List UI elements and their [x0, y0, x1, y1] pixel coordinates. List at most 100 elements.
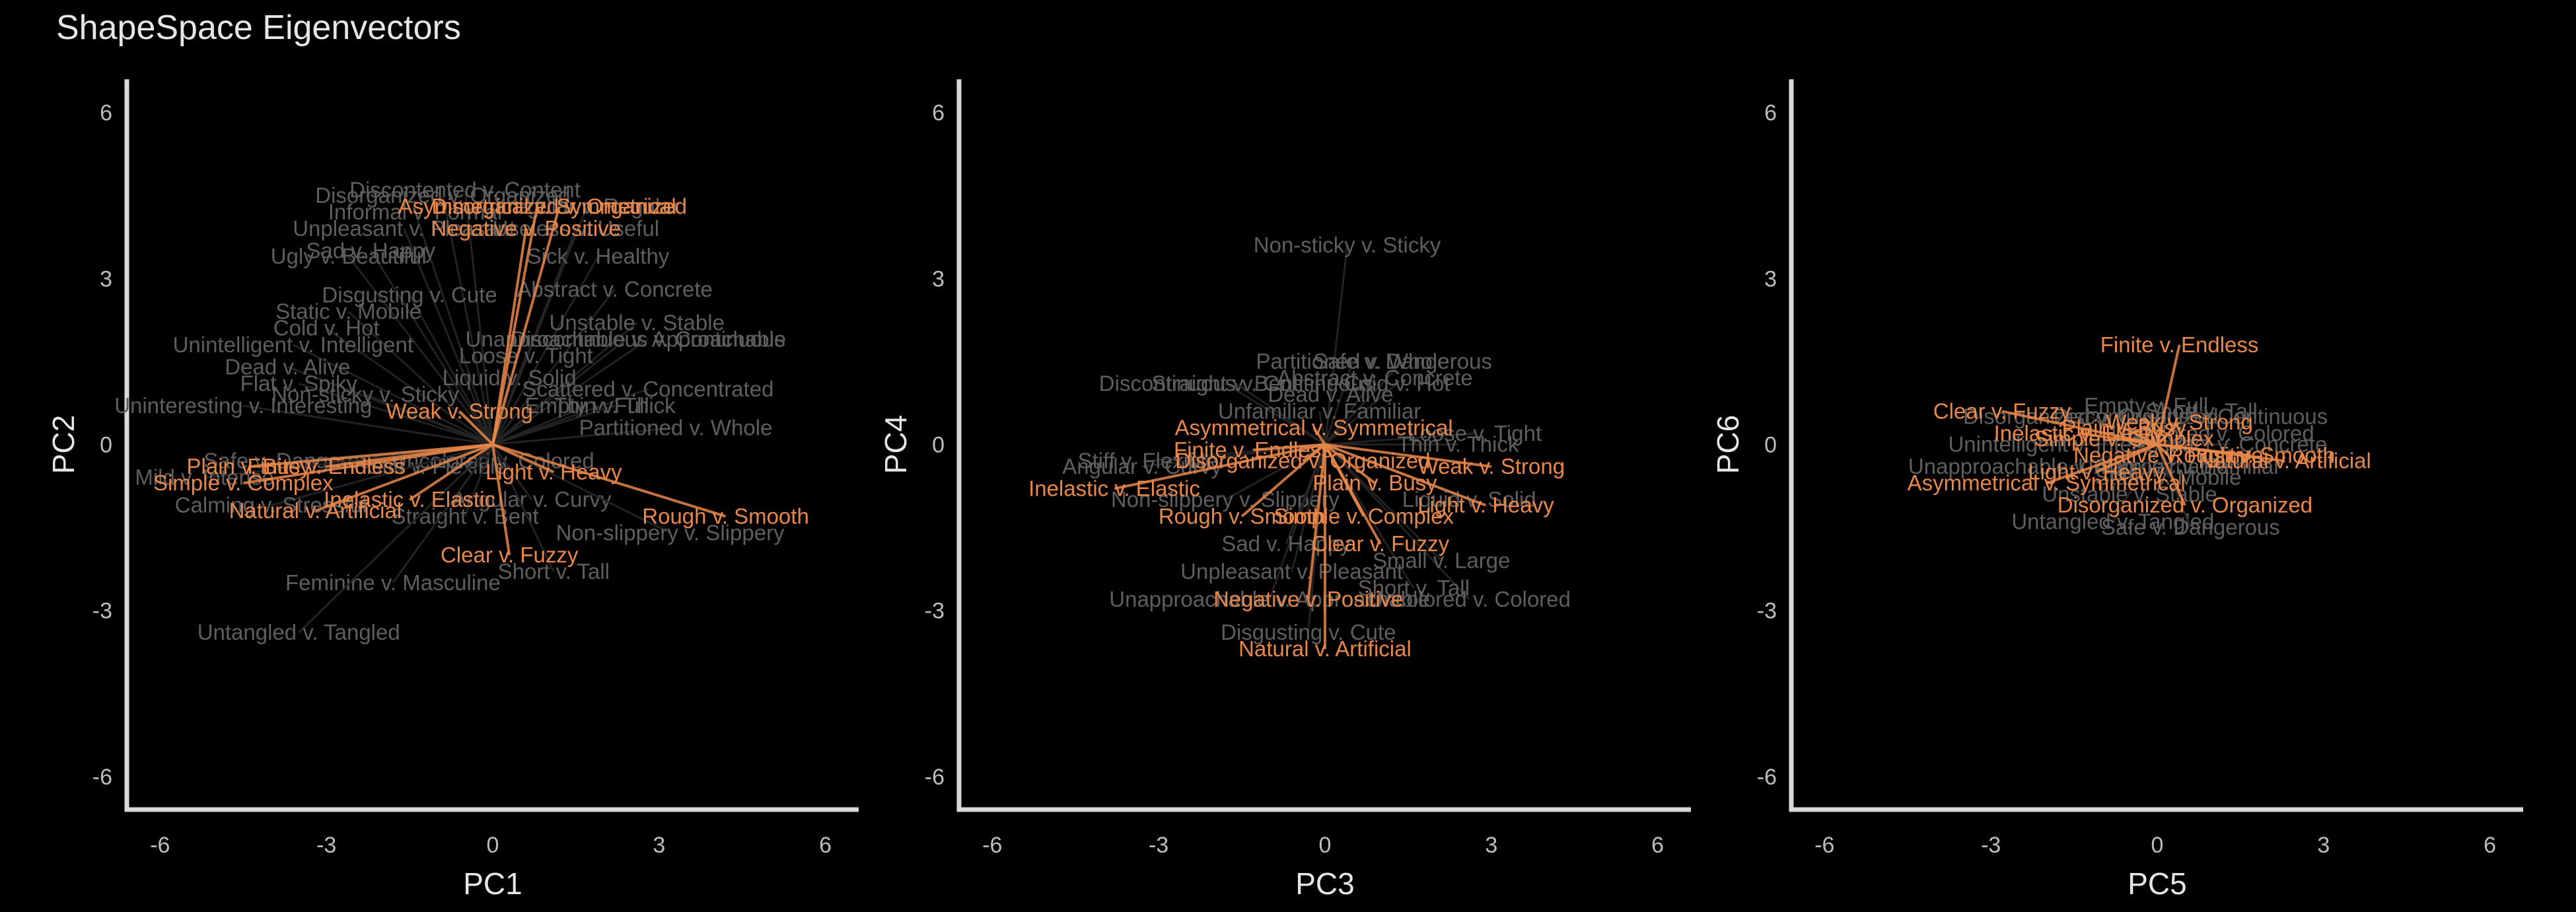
vector-straight-v-bent: [464, 443, 494, 517]
vector-weak-v-strong: [1324, 443, 1492, 468]
y-tick-label: 6: [100, 100, 112, 126]
vector-untangled-v-tangled: [298, 443, 494, 634]
vector-label-non-slippery-v-slippery: Non-slippery v. Slippery: [556, 520, 785, 545]
vector-label-inelastic-v-elastic: Inelastic v. Elastic: [324, 487, 495, 512]
vector-label-abstract-v-concrete: Abstract v. Concrete: [1277, 365, 1473, 390]
vector-label-finite-v-endless: Finite v. Endless: [247, 454, 406, 478]
vector-label-unpleasant-v-pleasant: Unpleasant v. Pleasant: [293, 216, 515, 241]
x-tick-label: 6: [1651, 833, 1664, 858]
vector-weak-v-strong: [2156, 421, 2180, 445]
vector-uninteresting-v-interesting: [243, 404, 493, 445]
vector-label-uncolored-v-colored: Uncolored v. Colored: [1367, 587, 1571, 611]
x-tick-label: -3: [316, 833, 336, 858]
vector-label-partitioned-v-whole: Partitioned v. Whole: [1256, 349, 1450, 373]
y-tick-label: 0: [100, 433, 112, 458]
vector-empty-v-full: [2145, 405, 2159, 445]
y-tick-label: -3: [1757, 599, 1777, 624]
vector-partitioned-v-whole: [1324, 361, 1354, 445]
vector-discontinuous-v-continuous: [492, 338, 649, 445]
vector-plain-v-busy: [1324, 443, 1376, 484]
vector-partitioned-v-whole: [492, 426, 676, 445]
x-tick-label: 0: [487, 833, 499, 858]
x-axis-label: PC3: [1295, 866, 1354, 901]
x-tick-label: -3: [1149, 833, 1168, 858]
vector-label-inelastic-v-elastic: Inelastic v. Elastic: [1994, 421, 2166, 445]
vector-label-asymmetrical-v-symmetrical: Asymmetrical v. Symmetrical: [1908, 471, 2186, 495]
vector-rough-v-smooth: [492, 443, 727, 518]
y-tick-label: 3: [932, 266, 945, 291]
vector-finite-v-endless: [1252, 443, 1326, 451]
vector-rough-v-smooth: [1240, 443, 1326, 517]
vector-label-non-sticky-v-sticky: Non-sticky v. Sticky: [271, 382, 459, 406]
vector-label-disorganized-v-organized: Disorganized v. Organized: [2057, 493, 2312, 517]
vector-label-untangled-v-tangled: Untangled v. Tangled: [2011, 510, 2214, 534]
vector-disorganized-v-organized: [491, 206, 561, 445]
vector-untangled-v-tangled: [2112, 443, 2159, 523]
y-tick-label: 0: [1764, 433, 1777, 458]
vector-label-light-v-heavy: Light v. Heavy: [1417, 493, 1554, 517]
chart-panel-1: -6 -3 0 3 6 -6 -3 0 3 6 PC1 PC2 Discontented v. Cont…: [46, 79, 859, 901]
vector-label-simple-v-complex: Simple v. Complex: [153, 471, 334, 495]
x-tick-label: -6: [982, 833, 1002, 858]
vector-label-unfamiliar-v-familiar: Unfamiliar v. Familiar: [1218, 399, 1421, 423]
vector-clear-v-fuzzy: [491, 444, 511, 556]
vector-label-plain-v-busy: Plain v. Busy: [1312, 471, 1437, 495]
vector-short-v-tall: [491, 443, 555, 572]
vector-simple-v-complex: [242, 443, 493, 485]
vector-light-v-heavy: [1324, 443, 1487, 507]
vector-unfamiliar-v-familiar: [1318, 411, 1326, 445]
y-tick-label: -6: [925, 765, 945, 790]
vector-label-natural-v-artificial: Natural v. Artificial: [229, 498, 402, 523]
vector-dead-v-alive: [1324, 394, 1332, 445]
vector-label-irregular-v-regular: Irregular v. Regular: [495, 194, 680, 219]
vector-label-dead-v-alive: Dead v. Alive: [225, 354, 350, 379]
y-tick-label: 3: [100, 266, 112, 291]
vector-label-plain-v-busy: Plain v. Busy: [187, 454, 312, 478]
vector-uncolored-v-colored: [2157, 432, 2213, 445]
vector-asymmetrical-v-symmetrical: [2046, 443, 2158, 484]
vector-plain-v-busy: [248, 443, 493, 468]
vector-label-cold-v-hot: Cold v. Hot: [273, 316, 380, 340]
vector-label-disorganized-v-organized: Disorganized v. Organized: [315, 183, 570, 208]
vector-label-disorganized-v-organized: Disorganized v. Organized: [432, 194, 687, 219]
x-tick-label: 3: [1485, 833, 1497, 858]
vector-safe-v-dangerous: [1324, 360, 1404, 445]
vector-straight-v-bent: [1225, 383, 1326, 445]
vector-negative-v-positive: [491, 228, 528, 445]
y-axis-label: PC6: [1711, 415, 1745, 474]
vector-label-straight-v-bent: Straight v. Bent: [391, 504, 538, 528]
vector-label-static-v-mobile: Static v. Mobile: [275, 299, 421, 324]
vector-label-uninteresting-v-interesting: Uninteresting v. Interesting: [114, 393, 372, 418]
vector-label-angular-v-curvy: Angular v. Curvy: [1062, 454, 1222, 478]
vector-label-disgusting-v-cute: Disgusting v. Cute: [1221, 620, 1396, 644]
vector-sad-v-happy: [1285, 443, 1326, 545]
vector-cold-v-hot: [326, 327, 493, 445]
vector-unstable-v-stable: [492, 322, 638, 445]
vector-label-weak-v-strong: Weak v. Strong: [386, 399, 533, 423]
vector-label-feminine-v-masculine: Feminine v. Masculine: [285, 570, 501, 595]
vector-loose-v-tight: [491, 356, 527, 445]
vector-label-negative-v-positive: Negative v. Positive: [431, 216, 621, 241]
vector-calming-v-stressful: [270, 443, 493, 507]
vector-label-discontinuous-v-continuous: Discontinuous v. Continuous: [2053, 404, 2328, 429]
vector-clear-v-fuzzy: [1324, 443, 1382, 545]
vector-thin-v-thick: [492, 404, 616, 445]
vector-empty-v-full: [492, 404, 588, 445]
vector-disorganized-v-organized: [441, 195, 494, 445]
vector-weak-v-strong: [458, 410, 494, 445]
vector-label-ugly-v-beautiful: Ugly v. Beautiful: [271, 244, 427, 268]
vector-label-scattered-v-concentrated: Scattered v. Concentrated: [522, 377, 774, 401]
vector-label-dead-v-alive: Dead v. Alive: [1268, 382, 1393, 406]
vector-label-short-v-tall: Short v. Tall: [498, 559, 610, 584]
vector-uncolored-v-colored: [1324, 443, 1470, 600]
vector-unpleasant-v-pleasant: [1291, 444, 1326, 572]
vector-label-unintelligent-v-intelligent: Unintelligent v. Intelligent: [173, 332, 413, 357]
vector-label-rough-v-smooth: Rough v. Smooth: [2168, 443, 2335, 467]
vector-disgusting-v-cute: [408, 294, 494, 445]
vector-light-v-heavy: [492, 443, 555, 474]
y-axis-label: PC2: [46, 415, 81, 474]
vector-informal-v-formal: [414, 211, 494, 445]
vector-asymmetrical-v-symmetrical: [1312, 427, 1326, 445]
vector-unpleasant-v-pleasant: [403, 228, 494, 445]
vector-label-unpleasant-v-pleasant: Unpleasant v. Pleasant: [1180, 559, 1403, 584]
